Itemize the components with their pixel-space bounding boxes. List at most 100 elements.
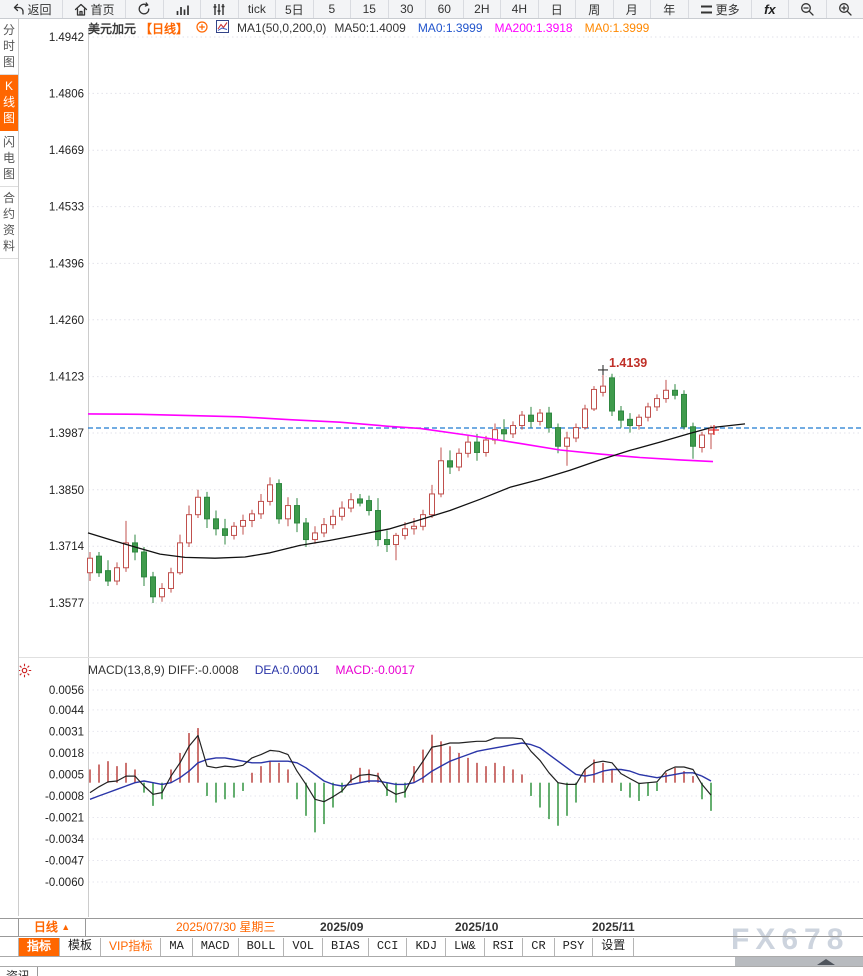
candle-body <box>160 588 165 596</box>
candle-body <box>439 461 444 494</box>
indicator-tab-KDJ[interactable]: KDJ <box>407 938 446 956</box>
candle-body <box>565 438 570 446</box>
toolbar-more[interactable]: 更多 <box>689 0 752 18</box>
candle-body <box>601 386 606 392</box>
add-indicator-icon[interactable] <box>196 21 208 36</box>
toolbar-5d[interactable]: 5日 <box>276 0 314 18</box>
price-axis-label: 1.3577 <box>49 598 84 610</box>
scrollbar-thumb[interactable] <box>735 957 863 966</box>
chart-type-sidebar: 分时图K线图闪电图合约资料 <box>0 19 19 916</box>
toolbar-week[interactable]: 周 <box>576 0 614 18</box>
sidebar-tab-char: 时 <box>0 38 18 54</box>
candle-body <box>403 529 408 536</box>
indicator-tab-LW&[interactable]: LW& <box>446 938 485 956</box>
indicator-tab-BIAS[interactable]: BIAS <box>323 938 369 956</box>
candle-body <box>583 409 588 428</box>
indicator-tab-VIP指标[interactable]: VIP指标 <box>101 938 161 956</box>
toolbar-2h-label: 2H <box>474 2 489 16</box>
macd-macd-value: MACD:-0.0017 <box>335 663 414 678</box>
sidebar-tab-char: 料 <box>0 238 18 254</box>
toolbar-back[interactable]: 返回 <box>0 0 63 18</box>
candle-body <box>97 556 102 573</box>
price-axis-label: 1.3850 <box>49 485 84 497</box>
scroll-up-arrow-icon[interactable] <box>817 959 835 965</box>
ma-legend-item-0: MA50:1.4009 <box>334 21 405 35</box>
sidebar-tab-kline-chart[interactable]: K线图 <box>0 75 18 131</box>
horizontal-scrollbar[interactable] <box>0 956 863 967</box>
ma-legend: MA50:1.4009MA0:1.3999MA200:1.3918MA0:1.3… <box>334 21 649 35</box>
indicator-tab-PSY[interactable]: PSY <box>555 938 594 956</box>
toolbar-15m[interactable]: 15 <box>351 0 389 18</box>
sidebar-tab-char: 约 <box>0 206 18 222</box>
indicator-tab-VOL[interactable]: VOL <box>284 938 323 956</box>
indicator-tab-RSI[interactable]: RSI <box>485 938 524 956</box>
candle-body <box>556 428 561 447</box>
candle-body <box>322 525 327 533</box>
candle-body <box>457 453 462 467</box>
toolbar-zoom-in[interactable] <box>827 0 863 18</box>
candle-body <box>529 415 534 421</box>
toolbar-zoom-out[interactable] <box>789 0 827 18</box>
candle-body <box>196 497 201 514</box>
candle-body <box>520 415 525 425</box>
candle-body <box>412 526 417 528</box>
indicator-tab-BOLL[interactable]: BOLL <box>239 938 285 956</box>
toolbar-5m[interactable]: 5 <box>314 0 352 18</box>
indicator-tab-MACD[interactable]: MACD <box>193 938 239 956</box>
toolbar-back-label: 返回 <box>28 1 52 18</box>
toolbar-2h[interactable]: 2H <box>464 0 502 18</box>
candle-body <box>421 515 426 527</box>
sidebar-tab-contract-info[interactable]: 合约资料 <box>0 187 18 259</box>
news-tab[interactable]: 资讯 <box>0 967 38 976</box>
candle-body <box>340 508 345 516</box>
candle-body <box>628 419 633 425</box>
back-icon <box>11 3 25 16</box>
toolbar-day[interactable]: 日 <box>539 0 577 18</box>
high-price-annotation: 1.4139 <box>609 356 647 370</box>
toolbar-formula[interactable]: fx <box>752 0 790 18</box>
macd-dea-value: DEA:0.0001 <box>255 663 320 678</box>
home-icon <box>74 3 88 16</box>
toolbar-30m[interactable]: 30 <box>389 0 427 18</box>
candle-body <box>178 543 183 573</box>
chart-canvas[interactable]: 1.49421.48061.46691.45331.43961.42601.41… <box>0 0 863 976</box>
toolbar-tick-label: tick <box>248 2 266 16</box>
zoom-out-icon <box>800 2 814 16</box>
toolbar-home-label: 首页 <box>91 1 115 18</box>
candle-body <box>610 378 615 411</box>
period-selector-label: 日线 <box>34 920 58 934</box>
toolbar-60m[interactable]: 60 <box>426 0 464 18</box>
dea-line <box>90 743 711 799</box>
indicator-settings-icon[interactable] <box>17 663 32 678</box>
toolbar-week-label: 周 <box>588 1 600 18</box>
toolbar-home[interactable]: 首页 <box>63 0 126 18</box>
indicator-tab-模板[interactable]: 模板 <box>60 938 101 956</box>
fx-icon: fx <box>764 2 776 17</box>
macd-diff-value: DIFF:-0.0008 <box>168 663 239 677</box>
sidebar-tab-lightning-chart[interactable]: 闪电图 <box>0 131 18 187</box>
toolbar-month[interactable]: 月 <box>614 0 652 18</box>
candle-body <box>88 558 93 573</box>
indicator-tab-指标[interactable]: 指标 <box>18 938 60 956</box>
candle-body <box>484 440 489 452</box>
toolbar-refresh[interactable] <box>126 0 164 18</box>
indicator-tab-MA[interactable]: MA <box>161 938 192 956</box>
indicator-tab-CCI[interactable]: CCI <box>369 938 408 956</box>
toolbar-year[interactable]: 年 <box>651 0 689 18</box>
toolbar-trend-chart[interactable] <box>164 0 202 18</box>
ma-legend-item-2: MA200:1.3918 <box>495 21 573 35</box>
toolbar-tick[interactable]: tick <box>239 0 277 18</box>
mini-chart-icon[interactable] <box>216 20 229 36</box>
period-selector[interactable]: 日线 ▲ <box>18 919 86 936</box>
toolbar-4h[interactable]: 4H <box>501 0 539 18</box>
x-axis-label-1: 2025/09 <box>320 919 363 936</box>
indicator-tab-设置[interactable]: 设置 <box>593 938 634 956</box>
sidebar-tab-char: 电 <box>0 150 18 166</box>
toolbar-candle-chart[interactable] <box>201 0 239 18</box>
indicator-tab-CR[interactable]: CR <box>523 938 554 956</box>
candle-body <box>313 533 318 540</box>
macd-axis-label: -0.0021 <box>45 812 84 824</box>
sidebar-tab-time-chart[interactable]: 分时图 <box>0 19 18 75</box>
diff-line <box>90 736 711 802</box>
candle-body <box>358 499 363 503</box>
